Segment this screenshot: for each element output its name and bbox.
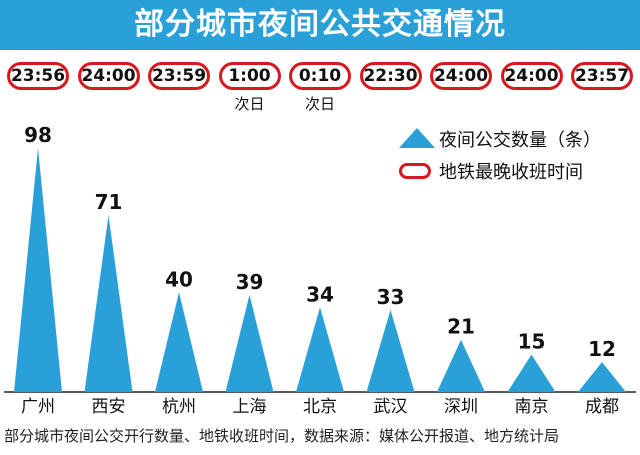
- value-label: 39: [236, 270, 264, 294]
- bar-triangle-上海: [225, 294, 274, 392]
- pill-icon: [399, 163, 431, 179]
- next-day-note: 次日: [234, 95, 265, 113]
- triangle-icon: [399, 128, 435, 148]
- category-label: 成都: [585, 397, 619, 417]
- next-day-note: 次日: [304, 95, 335, 113]
- bar-triangle-南京: [507, 354, 556, 392]
- bar-triangle-广州: [14, 148, 62, 392]
- value-label: 34: [306, 282, 334, 306]
- subway-time-pill: 23:56: [7, 62, 69, 90]
- subway-time-pill: 24:00: [77, 62, 140, 90]
- subway-time-pill: 24:00: [500, 62, 563, 90]
- subway-time-pill: 22:30: [359, 62, 422, 90]
- bar-triangle-北京: [296, 307, 344, 392]
- legend-item-subway: 地铁最晚收班时间: [393, 156, 633, 188]
- category-label: 西安: [92, 397, 126, 417]
- bar-triangle-西安: [84, 215, 133, 392]
- category-label: 深圳: [444, 397, 478, 417]
- legend-item-bus: 夜间公交数量（条）: [393, 124, 633, 156]
- legend-label: 夜间公交数量（条）: [439, 130, 601, 151]
- value-label: 40: [165, 267, 193, 291]
- bar-triangle-深圳: [437, 339, 485, 392]
- bar-triangle-成都: [578, 362, 626, 392]
- page-title: 部分城市夜间公共交通情况: [0, 0, 640, 50]
- subway-time-pill: 23:59: [148, 62, 210, 90]
- legend-label: 地铁最晚收班时间: [439, 162, 583, 183]
- subway-time-pill: 24:00: [430, 62, 492, 90]
- value-label: 21: [447, 315, 475, 339]
- category-label: 北京: [303, 397, 337, 417]
- subway-times-row: 23:56 24:00 23:59 1:00 0:10 22:30 24:00 …: [0, 62, 640, 92]
- category-label: 武汉: [374, 397, 408, 417]
- subway-time-pill: 0:10: [289, 62, 351, 90]
- value-label: 33: [377, 285, 405, 309]
- source-footnote: 部分城市夜间公交开行数量、地铁收班时间，数据来源：媒体公开报道、地方统计局: [4, 427, 560, 445]
- bar-triangle-杭州: [155, 292, 203, 392]
- category-label: 南京: [515, 397, 549, 417]
- value-label: 98: [24, 123, 52, 147]
- bar-triangle-武汉: [366, 309, 415, 392]
- subway-time-pill: 1:00: [218, 62, 281, 90]
- category-label: 杭州: [162, 397, 196, 417]
- chart-legend: 夜间公交数量（条） 地铁最晚收班时间: [393, 124, 633, 188]
- subway-time-pill: 23:57: [571, 62, 633, 90]
- value-label: 15: [518, 330, 546, 354]
- value-label: 12: [588, 337, 616, 361]
- category-label: 上海: [233, 397, 267, 417]
- category-label: 广州: [21, 397, 55, 417]
- value-label: 71: [95, 190, 123, 214]
